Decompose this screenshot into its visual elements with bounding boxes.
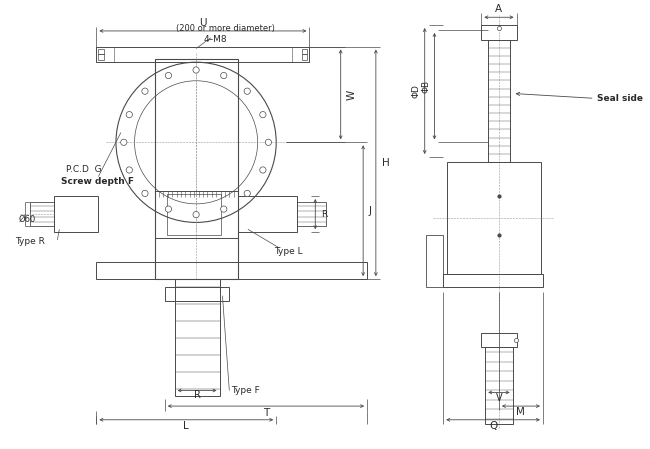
Text: (200 or more diameter): (200 or more diameter) bbox=[176, 23, 275, 32]
Text: V: V bbox=[496, 393, 502, 403]
Bar bbox=[447, 162, 541, 274]
Circle shape bbox=[220, 72, 227, 79]
Bar bbox=[488, 40, 510, 162]
Circle shape bbox=[220, 206, 227, 212]
Bar bbox=[155, 59, 238, 279]
Circle shape bbox=[142, 190, 148, 197]
Text: P.C.D  G: P.C.D G bbox=[66, 165, 102, 174]
Circle shape bbox=[265, 139, 272, 145]
Circle shape bbox=[244, 88, 250, 94]
Text: A: A bbox=[495, 4, 502, 14]
Circle shape bbox=[165, 206, 172, 212]
Bar bbox=[486, 348, 513, 424]
Circle shape bbox=[260, 111, 266, 118]
Text: ΦD: ΦD bbox=[412, 84, 421, 98]
Text: U: U bbox=[199, 18, 207, 28]
Text: Screw depth F: Screw depth F bbox=[61, 177, 135, 186]
Circle shape bbox=[244, 190, 250, 197]
Text: J: J bbox=[369, 206, 372, 216]
Bar bbox=[165, 287, 229, 300]
Bar bbox=[302, 48, 307, 54]
Bar bbox=[167, 194, 220, 235]
Text: Type F: Type F bbox=[231, 386, 260, 395]
Circle shape bbox=[126, 167, 133, 173]
Text: Type L: Type L bbox=[274, 247, 303, 256]
Text: L: L bbox=[183, 421, 189, 431]
Bar bbox=[238, 196, 296, 232]
Bar bbox=[30, 202, 55, 226]
Circle shape bbox=[121, 139, 127, 145]
Text: ΦB: ΦB bbox=[422, 79, 430, 92]
Text: W: W bbox=[346, 89, 357, 100]
Text: Seal side: Seal side bbox=[597, 94, 643, 103]
Circle shape bbox=[193, 211, 199, 218]
Text: H: H bbox=[382, 158, 389, 168]
Bar bbox=[98, 48, 104, 54]
Bar bbox=[296, 202, 326, 226]
Bar bbox=[482, 25, 517, 40]
Bar bbox=[98, 54, 104, 60]
Bar bbox=[302, 54, 307, 60]
Text: Type R: Type R bbox=[16, 238, 46, 247]
Bar bbox=[426, 235, 443, 287]
Circle shape bbox=[126, 111, 133, 118]
Circle shape bbox=[260, 167, 266, 173]
Text: Q: Q bbox=[489, 421, 497, 431]
Bar bbox=[96, 47, 309, 62]
Bar bbox=[96, 263, 367, 279]
Bar bbox=[155, 191, 238, 238]
Text: M: M bbox=[517, 407, 525, 417]
Bar bbox=[175, 279, 220, 396]
Circle shape bbox=[193, 67, 199, 73]
Text: R: R bbox=[194, 390, 200, 401]
Bar bbox=[482, 333, 517, 348]
Text: Ø60: Ø60 bbox=[18, 215, 36, 224]
Text: T: T bbox=[263, 408, 269, 418]
Bar bbox=[55, 196, 98, 232]
Text: 4–M8: 4–M8 bbox=[204, 35, 227, 44]
Circle shape bbox=[142, 88, 148, 94]
Circle shape bbox=[165, 72, 172, 79]
Text: R: R bbox=[321, 210, 328, 219]
Bar bbox=[443, 274, 543, 287]
